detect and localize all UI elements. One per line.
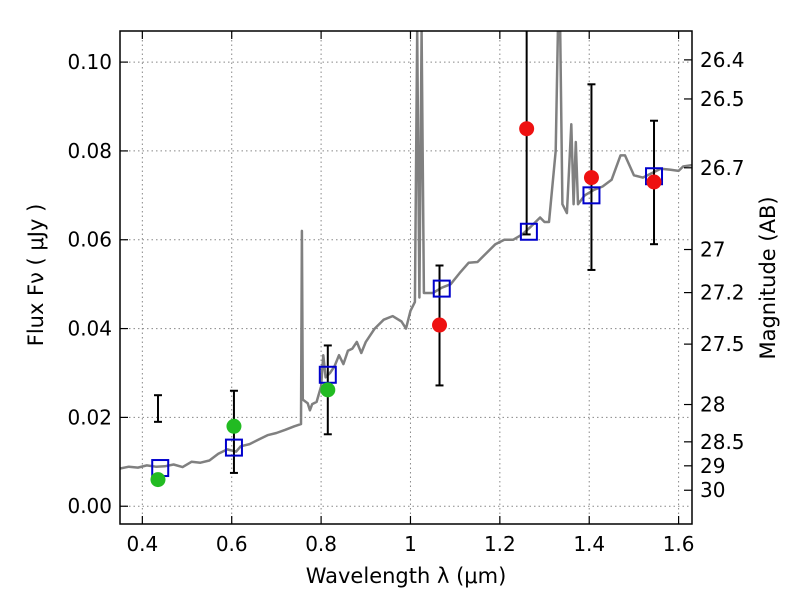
plot-frame-rect bbox=[119, 30, 693, 525]
right-tick-label-2: 26.7 bbox=[700, 156, 745, 180]
y-axis-label: Flux Fν ( μJy ) bbox=[24, 204, 48, 347]
right-tick-label-0: 26.4 bbox=[700, 48, 745, 72]
spectrum-series bbox=[120, 31, 692, 470]
spectrum-line bbox=[120, 31, 692, 470]
data-point-1 bbox=[226, 418, 242, 434]
data-point-5 bbox=[583, 170, 599, 186]
model-marker-1 bbox=[224, 438, 243, 457]
right-tick-label-4: 27.2 bbox=[700, 281, 745, 305]
right-tick-label-3: 27 bbox=[700, 238, 725, 262]
observed-points bbox=[150, 121, 662, 488]
right-tick-label-5: 27.5 bbox=[700, 332, 745, 356]
x-tick-label-2: 0.8 bbox=[305, 532, 337, 556]
grid bbox=[120, 31, 692, 524]
y-axis-ticks: 0.00 0.02 0.04 0.06 0.08 0.10 bbox=[67, 50, 128, 518]
y-tick-label-5: 0.10 bbox=[67, 50, 112, 74]
right-tick-label-6: 28 bbox=[700, 393, 725, 417]
model-marker-4 bbox=[519, 222, 538, 241]
data-point-6 bbox=[646, 174, 662, 190]
x-axis-ticks: 0.4 0.6 0.8 1 1.2 1.4 1.6 bbox=[126, 31, 695, 556]
y-tick-label-2: 0.04 bbox=[67, 317, 112, 341]
model-marker-3 bbox=[432, 279, 451, 298]
model-marker-5 bbox=[582, 186, 601, 205]
x-tick-label-3: 1 bbox=[404, 532, 417, 556]
data-point-4 bbox=[519, 121, 535, 137]
plot-frame bbox=[119, 30, 693, 525]
right-tick-label-7: 28.5 bbox=[700, 430, 745, 454]
data-point-2 bbox=[320, 382, 336, 398]
error-bars bbox=[153, 31, 659, 474]
right-axis-label: Magnitude (AB) bbox=[756, 196, 780, 359]
data-point-3 bbox=[432, 317, 448, 333]
y-tick-label-4: 0.08 bbox=[67, 139, 112, 163]
right-tick-label-1: 26.5 bbox=[700, 87, 745, 111]
x-tick-label-4: 1.2 bbox=[484, 532, 516, 556]
y-tick-label-0: 0.00 bbox=[67, 494, 112, 518]
y-tick-label-3: 0.06 bbox=[67, 228, 112, 252]
x-tick-label-1: 0.6 bbox=[216, 532, 248, 556]
x-tick-label-6: 1.6 bbox=[663, 532, 695, 556]
x-tick-label-5: 1.4 bbox=[573, 532, 605, 556]
right-tick-label-9: 30 bbox=[700, 478, 725, 502]
right-tick-label-8: 29 bbox=[700, 454, 725, 478]
y-tick-label-1: 0.02 bbox=[67, 405, 112, 429]
x-tick-label-0: 0.4 bbox=[126, 532, 158, 556]
x-axis-label: Wavelength λ (μm) bbox=[306, 564, 507, 588]
data-point-0 bbox=[150, 472, 166, 488]
